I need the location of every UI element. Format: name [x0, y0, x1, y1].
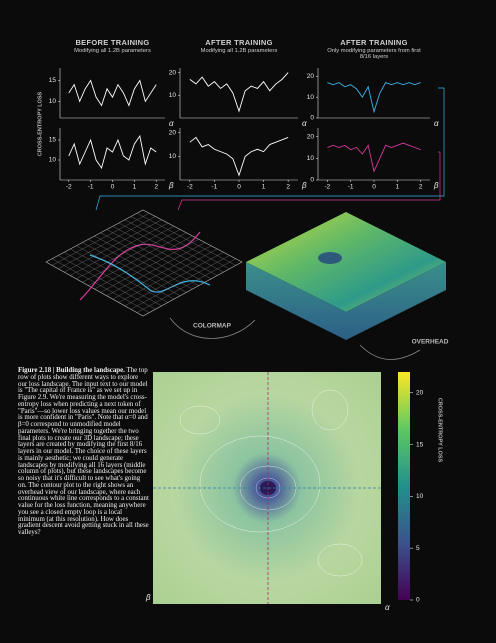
- x-axis-label: α: [434, 119, 439, 128]
- wire: [100, 239, 199, 293]
- x-tick-label: -2: [187, 184, 193, 191]
- x-tick-label: 1: [262, 184, 266, 191]
- line: [327, 82, 421, 114]
- caption-label: Figure 2.18 | Building the landscape.: [18, 367, 125, 374]
- magenta-slice: [79, 231, 201, 301]
- wire: [94, 235, 193, 290]
- column-heading: AFTER TRAINING Modifying all 1.2B paramet…: [179, 38, 299, 54]
- y-tick-label: 10: [49, 157, 57, 164]
- column-title: BEFORE TRAINING: [75, 38, 150, 47]
- y-tick-label: 20: [169, 129, 177, 136]
- colorbar-tick-label: 0: [416, 597, 420, 604]
- connector: [177, 151, 441, 211]
- x-tick-label: -2: [66, 184, 72, 191]
- annotation: OVERHEAD: [412, 339, 449, 346]
- wire: [100, 232, 199, 286]
- y-tick-label: 0: [310, 115, 314, 122]
- x-tick-label: 2: [154, 184, 158, 191]
- x-tick-label: -1: [88, 184, 94, 191]
- wire: [106, 229, 205, 283]
- y-tick-label: 10: [49, 98, 57, 105]
- line: [68, 134, 157, 170]
- line: [189, 72, 289, 113]
- wire: [106, 242, 205, 296]
- colorbar-tick-label: 20: [416, 389, 424, 396]
- x-axis-label: β: [301, 181, 307, 190]
- column-heading: AFTER TRAINING Only modifying parameters …: [314, 38, 434, 60]
- y-tick-label: 0: [310, 177, 314, 184]
- arrow: [169, 317, 256, 339]
- column-subtitle: Modifying all 1.2B parameters: [200, 48, 278, 54]
- line: [68, 79, 157, 107]
- wireframe-surface: [45, 209, 243, 317]
- column-title: AFTER TRAINING: [205, 38, 273, 47]
- wire: [130, 255, 230, 310]
- x-tick-label: -2: [324, 184, 330, 191]
- x-tick-label: 1: [133, 184, 137, 191]
- caption-text: The top row of plots show different ways…: [18, 367, 149, 536]
- caption: Figure 2.18 | Building the landscape. Th…: [18, 367, 149, 537]
- y-tick-label: 20: [307, 73, 315, 80]
- y-axis-label: CROSS-ENTROPY LOSS: [37, 91, 43, 156]
- colorbar: [398, 372, 410, 600]
- column-subtitle: Only modifying parameters from first 8/1…: [327, 48, 421, 60]
- x-tick-label: 1: [396, 184, 400, 191]
- colorbar-tick-label: 10: [416, 493, 424, 500]
- y-axis-label: β: [145, 593, 151, 602]
- y-tick-label: 15: [49, 137, 57, 144]
- x-tick-label: 2: [419, 184, 423, 191]
- y-tick-label: 10: [169, 153, 177, 160]
- connector: [95, 87, 445, 211]
- x-axis-label: α: [385, 603, 390, 612]
- column-heading: BEFORE TRAINING Modifying all 1.2B parame…: [53, 38, 173, 54]
- x-tick-label: -1: [348, 184, 354, 191]
- x-axis-label: β: [433, 181, 439, 190]
- annotation: COLORMAP: [193, 323, 232, 330]
- colorbar-label: CROSS-ENTROPY LOSS: [437, 398, 443, 463]
- y-tick-label: 20: [169, 69, 177, 76]
- wire: [124, 252, 224, 307]
- x-tick-label: 0: [237, 184, 241, 191]
- arrow: [359, 344, 421, 360]
- wire: [118, 248, 218, 303]
- line: [189, 136, 289, 177]
- line: [327, 142, 421, 173]
- y-tick-label: 10: [307, 155, 315, 162]
- wire: [118, 222, 218, 276]
- cyan-slice: [89, 254, 211, 293]
- y-tick-label: 10: [307, 94, 315, 101]
- column-title: AFTER TRAINING: [340, 38, 408, 47]
- x-axis-label: α: [169, 119, 174, 128]
- wire: [136, 258, 236, 313]
- x-tick-label: 0: [372, 184, 376, 191]
- wire: [124, 219, 224, 273]
- wire: [130, 216, 230, 269]
- x-tick-label: 2: [286, 184, 290, 191]
- wire: [112, 226, 212, 280]
- wire: [112, 245, 212, 300]
- colorbar-tick-label: 5: [416, 545, 420, 552]
- y-tick-label: 15: [49, 77, 57, 84]
- surface-minimum: [318, 252, 342, 264]
- y-tick-label: 20: [307, 133, 315, 140]
- column-subtitle: Modifying all 1.2B parameters: [74, 48, 151, 54]
- x-axis-label: β: [168, 181, 174, 190]
- surface-side: [346, 262, 446, 340]
- surface-side: [246, 262, 346, 340]
- x-tick-label: 0: [111, 184, 115, 191]
- wire: [136, 213, 236, 266]
- illustration: [45, 87, 446, 604]
- y-tick-label: 10: [169, 92, 177, 99]
- x-tick-label: -1: [212, 184, 218, 191]
- colorbar-tick-label: 15: [416, 441, 424, 448]
- x-axis-label: α: [302, 119, 307, 128]
